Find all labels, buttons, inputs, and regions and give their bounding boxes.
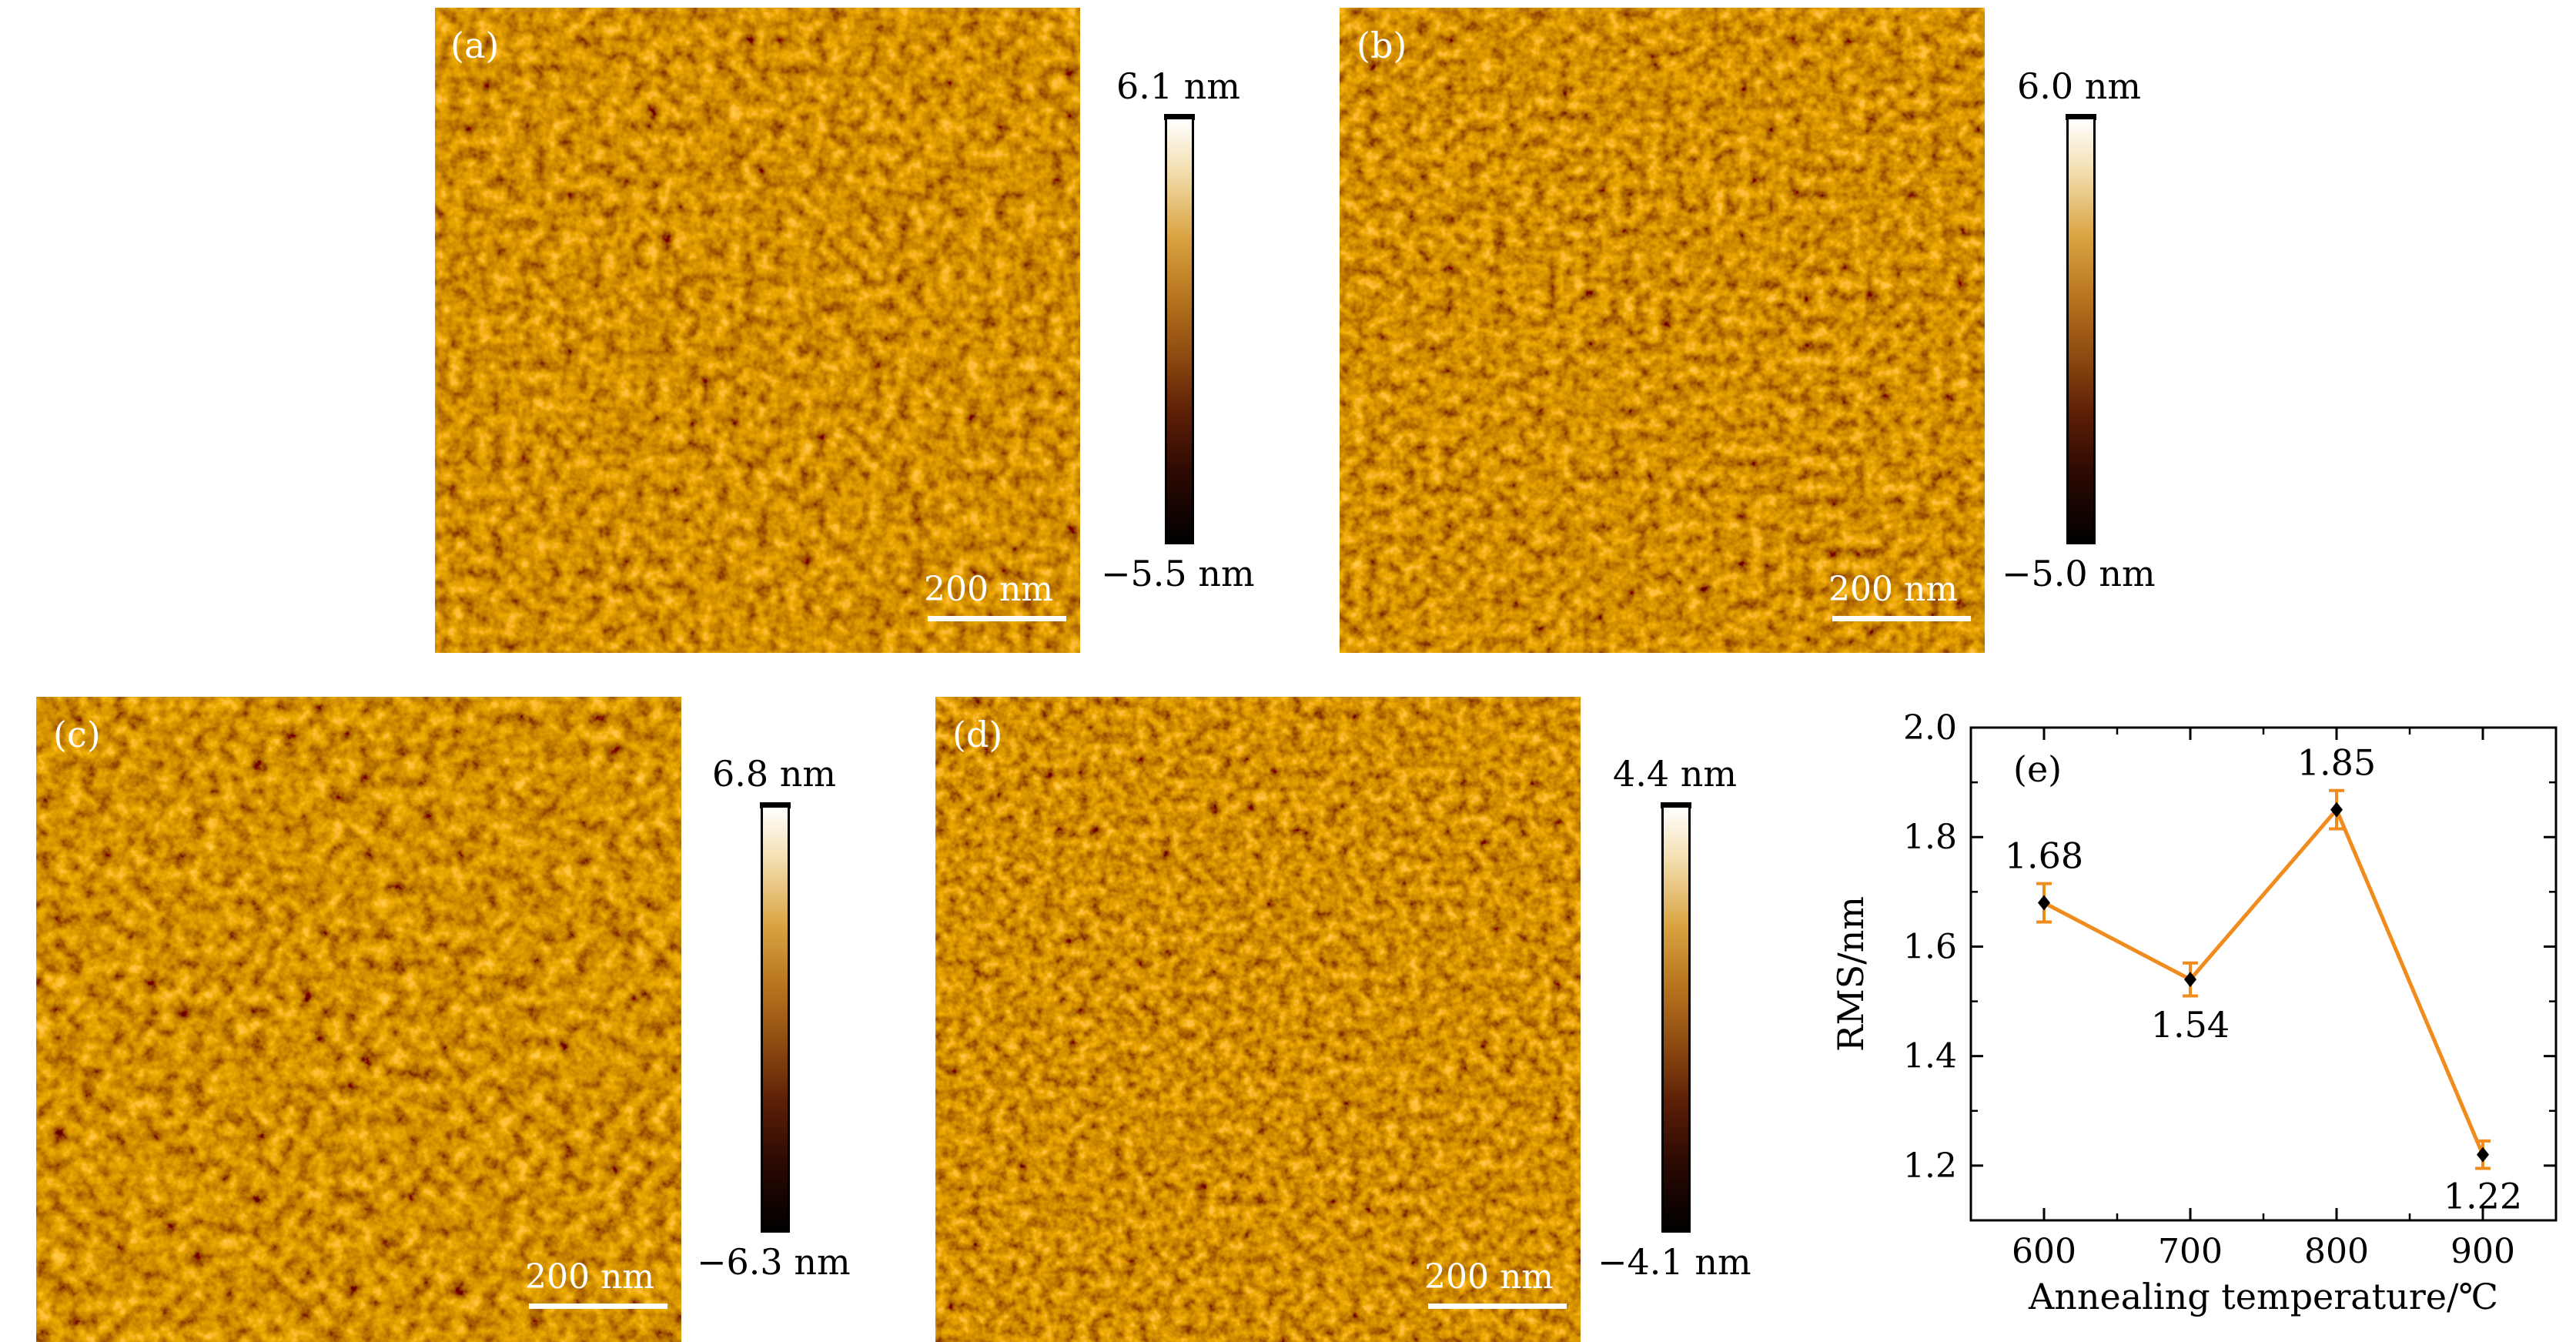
- panel-label-a: (a): [450, 25, 500, 66]
- colorbar-d: [1661, 805, 1691, 1233]
- data-point-3: [2477, 1146, 2489, 1163]
- panel-label-b: (b): [1357, 25, 1407, 66]
- afm-image-a: (a) 200 nm: [435, 8, 1080, 653]
- panel-label-d: (d): [952, 714, 1003, 755]
- panel-label-c: (c): [53, 714, 101, 755]
- scale-bar-label-a: 200 nm: [924, 570, 1054, 609]
- colorbar-min-c: −6.3 nm: [697, 1241, 851, 1283]
- data-label-2: 1.85: [2297, 742, 2376, 784]
- x-tick-label-1: 700: [2158, 1232, 2223, 1271]
- scale-bar-d: [1428, 1304, 1567, 1309]
- x-tick-label-2: 800: [2304, 1232, 2369, 1271]
- data-point-0: [2038, 895, 2050, 911]
- scale-bar-a: [928, 616, 1066, 621]
- scale-bar-b: [1832, 616, 1971, 621]
- afm-texture-d: [935, 697, 1581, 1342]
- data-label-1: 1.54: [2151, 1004, 2230, 1046]
- data-point-1: [2184, 972, 2196, 988]
- y-tick-label-0: 1.2: [1903, 1146, 1957, 1186]
- scale-bar-label-c: 200 nm: [525, 1257, 655, 1297]
- colorbar-min-a: −5.5 nm: [1101, 553, 1255, 594]
- afm-image-c: (c) 200 nm: [36, 697, 681, 1342]
- scale-bar-c: [529, 1304, 667, 1309]
- error-bars: [2036, 788, 2491, 1170]
- colorbar-max-a: 6.1 nm: [1116, 65, 1241, 107]
- tick-labels: 600 700 800 900 1.2 1.4 1.6 1.8 2.0: [1903, 708, 2515, 1271]
- x-tick-label-0: 600: [2012, 1232, 2076, 1271]
- series-line: [2042, 805, 2485, 1156]
- colorbar-max-b: 6.0 nm: [2017, 65, 2142, 107]
- colorbar-a: [1165, 117, 1194, 544]
- y-tick-label-4: 2.0: [1903, 708, 1957, 748]
- afm-texture-a: [435, 8, 1080, 653]
- data-markers: [2038, 802, 2489, 1163]
- colorbar-c: [761, 805, 790, 1233]
- y-tick-label-1: 1.4: [1903, 1037, 1957, 1076]
- chart-panel-label: (e): [2013, 748, 2062, 790]
- afm-image-b: (b) 200 nm: [1340, 8, 1985, 653]
- afm-image-d: (d) 200 nm: [935, 697, 1581, 1342]
- data-point-2: [2330, 802, 2343, 818]
- data-label-3: 1.22: [2444, 1176, 2522, 1217]
- afm-texture-b: [1340, 8, 1985, 653]
- y-tick-label-3: 1.8: [1903, 818, 1957, 857]
- colorbar-max-d: 4.4 nm: [1613, 753, 1738, 795]
- rms-chart: 600 700 800 900 1.2 1.4 1.6 1.8 2.0 1.68 1.54 1.85…: [1830, 708, 2558, 1317]
- tick-marks: [1971, 726, 2556, 1220]
- afm-texture-c: [36, 697, 681, 1342]
- x-axis-label: Annealing temperature/℃: [2028, 1276, 2498, 1317]
- x-tick-label-3: 900: [2451, 1232, 2515, 1271]
- data-labels: 1.68 1.54 1.85 1.22: [2005, 742, 2522, 1217]
- colorbar-min-b: −5.0 nm: [2002, 553, 2156, 594]
- colorbar-max-c: 6.8 nm: [712, 753, 837, 795]
- scale-bar-label-d: 200 nm: [1424, 1257, 1554, 1297]
- data-label-0: 1.68: [2005, 835, 2083, 877]
- plot-frame: [1969, 726, 2558, 1222]
- colorbar-b: [2066, 117, 2096, 544]
- y-axis-label: RMS/nm: [1830, 896, 1872, 1052]
- colorbar-min-d: −4.1 nm: [1597, 1241, 1751, 1283]
- scale-bar-label-b: 200 nm: [1828, 570, 1959, 609]
- y-tick-label-2: 1.6: [1903, 927, 1957, 966]
